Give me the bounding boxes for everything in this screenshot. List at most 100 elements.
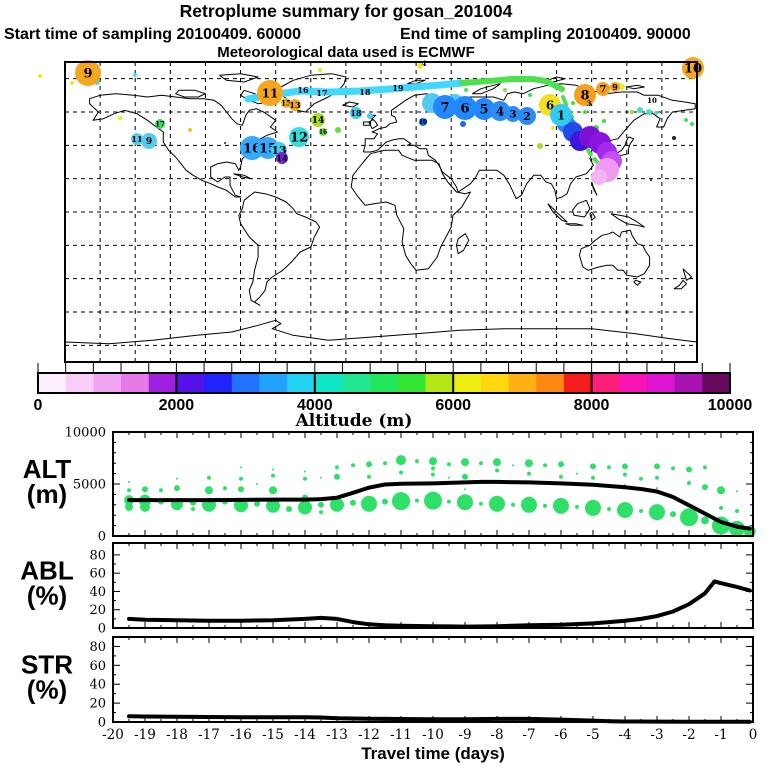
coastline <box>64 319 698 345</box>
y-tick-label: 10000 <box>65 426 106 441</box>
plume-marker-day-18 <box>350 107 362 119</box>
colorbar-segment <box>259 373 288 393</box>
x-tick-label: -9 <box>458 727 471 743</box>
plume-altitude-circle <box>399 470 403 475</box>
y-tick-label: 80 <box>89 640 106 655</box>
plume-small-dot <box>637 107 643 113</box>
plume-altitude-circle <box>239 476 243 481</box>
plume-small-dot <box>133 73 137 77</box>
plume-altitude-circle <box>269 486 277 495</box>
plume-marker-label: 18 <box>350 108 362 118</box>
plume-altitude-circle <box>719 505 723 510</box>
coastline <box>591 181 598 196</box>
colorbar-segment <box>619 373 648 393</box>
x-axis-title: Travel time (days) <box>361 744 505 763</box>
colorbar-tick-label: 2000 <box>159 397 195 414</box>
x-tick-label: -12 <box>358 727 380 743</box>
plume-altitude-circle <box>585 499 601 516</box>
plume-marker-day-2 <box>518 107 536 125</box>
colorbar-segment <box>204 373 233 393</box>
plume-marker-day-9 <box>610 82 620 92</box>
coastline <box>472 83 501 95</box>
plume-altitude-circle <box>479 501 483 506</box>
altitude-colorbar: 0 2000 4000 6000 8000 10000 Altitude (m) <box>34 363 752 431</box>
plume-altitude-circle <box>334 473 340 480</box>
panel-str: 0 20 40 60 80 STR(%) <box>21 636 754 731</box>
x-tick-label: -13 <box>326 727 348 743</box>
plume-altitude-circle <box>670 511 676 518</box>
end-time-label: End time of sampling 20100409. 90000 <box>400 26 691 43</box>
plume-marker-day-10 <box>419 118 427 126</box>
plume-altitude-circle <box>703 465 707 470</box>
tiny-day-label: 10 <box>647 96 657 105</box>
coastline <box>368 114 378 130</box>
plume-marker-day-12 <box>289 127 309 147</box>
plume-altitude-circle <box>702 484 708 491</box>
plume-marker-day-1 <box>550 104 572 126</box>
x-tick-label: -16 <box>230 727 252 743</box>
plume-blob <box>460 121 466 127</box>
plume-altitude-circle <box>525 459 533 468</box>
plume-altitude-circle <box>493 458 501 467</box>
plume-altitude-circle <box>392 492 410 511</box>
plume-marker-day-9 <box>75 60 101 86</box>
panel-label-abl: ABL <box>20 556 74 586</box>
plume-altitude-circle <box>511 502 515 507</box>
x-tick-label: -8 <box>490 727 503 743</box>
plume-marker-label: 1 <box>557 108 565 122</box>
colorbar-segment <box>121 373 150 393</box>
plume-small-dot <box>619 84 625 90</box>
plume-small-dot <box>630 110 634 114</box>
plume-altitude-circle <box>431 472 435 477</box>
y-tick-label: 40 <box>89 585 106 600</box>
y-tick-label: 0 <box>98 530 106 545</box>
plume-altitude-circle <box>590 463 596 470</box>
colorbar-title: Altitude (m) <box>295 411 413 431</box>
plume-altitude-circle <box>512 464 514 467</box>
plume-altitude-circle <box>367 474 371 479</box>
plume-altitude-circle <box>240 466 242 469</box>
plume-small-dot <box>551 126 555 130</box>
plume-marker-day-14 <box>311 113 325 127</box>
plume-altitude-circle <box>527 471 531 476</box>
plume-altitude-circle <box>623 472 627 477</box>
plume-small-dot <box>650 179 652 181</box>
plume-altitude-circle <box>735 509 739 514</box>
abl-line <box>127 579 752 629</box>
x-tick-label: -3 <box>650 727 663 743</box>
plume-small-dot <box>318 68 322 72</box>
plume-marker-label: 17 <box>155 120 165 129</box>
colorbar-segment <box>314 373 343 393</box>
coastline <box>682 268 693 281</box>
colorbar-segment <box>480 373 510 393</box>
plume-marker-day-13 <box>289 99 301 111</box>
plume-altitude-circle <box>128 480 130 483</box>
coastline <box>219 73 259 83</box>
plume-altitude-circle <box>553 497 569 514</box>
colorbar-segment <box>702 373 731 393</box>
plume-altitude-circle <box>489 495 505 512</box>
map-border <box>64 61 698 363</box>
plume-altitude-circle <box>382 498 388 505</box>
coastline <box>571 199 591 218</box>
alt-mean-line <box>127 479 752 531</box>
plume-altitude-circle <box>191 506 195 511</box>
plume-altitude-circle <box>335 465 339 470</box>
plume-marker-day-5 <box>473 98 495 120</box>
plume-altitude-circle <box>639 509 643 514</box>
plume-altitude-circle <box>125 502 133 511</box>
x-tick-label: -14 <box>294 727 316 743</box>
plume-altitude-circle <box>140 501 150 512</box>
plume-altitude-circle <box>654 463 660 470</box>
start-time-label: Start time of sampling 20100409. 60000 <box>4 26 301 43</box>
plume-small-dot <box>684 118 688 122</box>
band-day-label: 18 <box>359 87 371 97</box>
plume-small-dot <box>583 110 587 114</box>
x-tick-label: -15 <box>262 727 284 743</box>
x-tick-label: -6 <box>554 727 567 743</box>
panel-border <box>112 636 754 723</box>
coastline <box>610 213 645 228</box>
coastline <box>342 101 359 108</box>
